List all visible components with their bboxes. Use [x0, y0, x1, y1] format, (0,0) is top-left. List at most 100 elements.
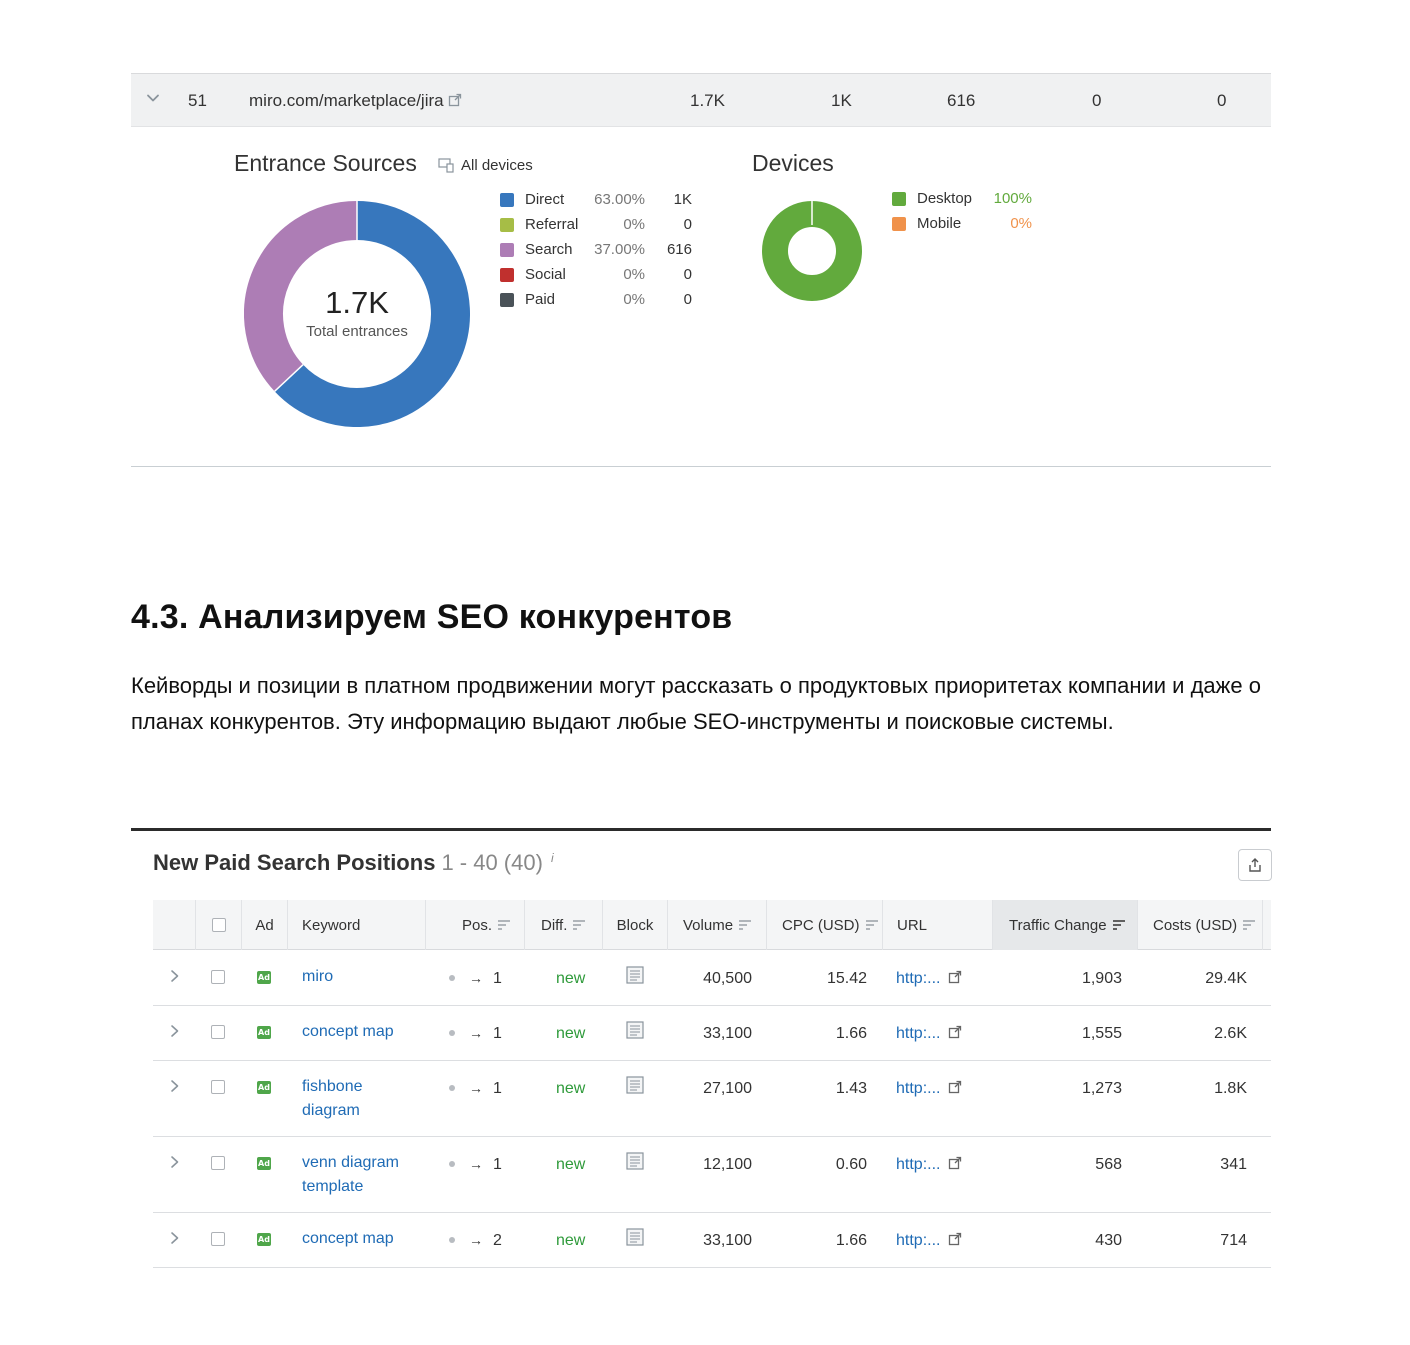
th-expand: [153, 900, 196, 950]
diff-badge: new: [556, 1025, 586, 1042]
ad-icon[interactable]: Ad: [257, 1157, 271, 1170]
th-diff-label[interactable]: Diff.: [541, 916, 568, 934]
th-costs[interactable]: Costs (USD): [1138, 900, 1263, 950]
sort-icon[interactable]: [1243, 920, 1256, 930]
table-row[interactable]: Ad miro → 1 new 40,500 15.42 http:... 1,9…: [153, 951, 1271, 1006]
sort-desc-icon[interactable]: [1112, 920, 1125, 930]
keyword-link[interactable]: concept map: [302, 1230, 394, 1247]
devices-legend: Desktop 100% Mobile 0%: [892, 189, 1042, 239]
th-volume-label[interactable]: Volume: [683, 916, 734, 934]
th-volume[interactable]: Volume: [668, 900, 767, 950]
external-link-icon[interactable]: [948, 1232, 962, 1246]
table-range: 1 - 40 (40): [441, 850, 543, 875]
sort-icon[interactable]: [865, 920, 878, 930]
costs-value: 341: [1220, 1156, 1247, 1173]
legend-value: 0: [683, 291, 692, 308]
legend-percent: 63.00%: [594, 191, 645, 208]
cpc-value: 0.60: [835, 1156, 867, 1173]
legend-value: 0: [683, 266, 692, 283]
serp-block-icon[interactable]: [626, 1152, 644, 1170]
serp-block-icon[interactable]: [626, 1228, 644, 1246]
external-link-icon[interactable]: [948, 1025, 962, 1039]
th-diff[interactable]: Diff.: [525, 900, 603, 950]
chevron-right-icon[interactable]: [169, 969, 181, 983]
chevron-right-icon[interactable]: [169, 1155, 181, 1169]
ad-icon[interactable]: Ad: [257, 1233, 271, 1246]
th-traffic-change-label[interactable]: Traffic Change: [1009, 916, 1107, 934]
table-row[interactable]: Ad concept map → 1 new 33,100 1.66 http:.…: [153, 1006, 1271, 1061]
export-button[interactable]: [1238, 849, 1272, 881]
chevron-down-icon[interactable]: [145, 90, 161, 106]
expanded-page-row[interactable]: 51 miro.com/marketplace/jira 1.7K 1K 616…: [131, 73, 1271, 127]
traffic-change-value: 1,273: [1081, 1080, 1122, 1097]
page-url-text[interactable]: miro.com/marketplace/jira: [249, 91, 444, 110]
external-link-icon[interactable]: [448, 93, 462, 107]
url-cell[interactable]: http:...: [896, 1232, 962, 1250]
volume-value: 33,100: [703, 1025, 752, 1042]
ad-icon[interactable]: Ad: [257, 1081, 271, 1094]
serp-block-icon[interactable]: [626, 1076, 644, 1094]
ad-icon[interactable]: Ad: [257, 1026, 271, 1039]
metric-direct: 1K: [831, 91, 852, 110]
table-top-border: [131, 828, 1271, 831]
external-link-icon[interactable]: [948, 1080, 962, 1094]
serp-block-icon[interactable]: [626, 1021, 644, 1039]
table-row[interactable]: Ad venn diagram template → 1 new 12,100 0…: [153, 1137, 1271, 1213]
chevron-right-icon[interactable]: [169, 1079, 181, 1093]
keyword-link[interactable]: concept map: [302, 1023, 394, 1040]
serp-block-icon[interactable]: [626, 966, 644, 984]
device-filter[interactable]: All devices: [438, 157, 533, 174]
page-url[interactable]: miro.com/marketplace/jira: [249, 91, 462, 111]
external-link-icon[interactable]: [948, 970, 962, 984]
url-link[interactable]: http:...: [896, 1025, 941, 1042]
url-link[interactable]: http:...: [896, 1232, 941, 1249]
row-checkbox[interactable]: [211, 1080, 225, 1094]
select-all-checkbox[interactable]: [211, 918, 226, 932]
th-cpc[interactable]: CPC (USD): [767, 900, 883, 950]
th-traffic-change[interactable]: Traffic Change: [993, 900, 1138, 950]
prev-position-dot: [449, 1085, 455, 1091]
ad-icon[interactable]: Ad: [257, 971, 271, 984]
th-select: [196, 900, 242, 950]
row-checkbox[interactable]: [211, 1156, 225, 1170]
url-cell[interactable]: http:...: [896, 970, 962, 988]
total-entrances-label: Total entrances: [306, 323, 408, 340]
legend-row-referral: Referral 0% 0: [500, 215, 700, 240]
url-link[interactable]: http:...: [896, 1156, 941, 1173]
traffic-change-value: 568: [1095, 1156, 1122, 1173]
chevron-right-icon[interactable]: [169, 1024, 181, 1038]
row-checkbox[interactable]: [211, 1232, 225, 1246]
legend-label: Social: [525, 266, 566, 283]
url-cell[interactable]: http:...: [896, 1156, 962, 1174]
info-icon[interactable]: i: [550, 850, 554, 865]
th-costs-label[interactable]: Costs (USD): [1153, 916, 1238, 934]
external-link-icon[interactable]: [948, 1156, 962, 1170]
sort-icon[interactable]: [739, 920, 752, 930]
sort-icon[interactable]: [498, 920, 510, 930]
position-cell: → 1: [449, 1156, 502, 1174]
keyword-link[interactable]: miro: [302, 968, 334, 985]
chevron-right-icon[interactable]: [169, 1231, 181, 1245]
sort-icon[interactable]: [573, 920, 586, 930]
th-pos-label[interactable]: Pos.: [461, 916, 492, 934]
legend-percent: 0%: [1010, 215, 1032, 232]
table-title-text: New Paid Search Positions: [153, 850, 436, 875]
keyword-link[interactable]: fishbone diagram: [302, 1078, 363, 1119]
device-filter-label[interactable]: All devices: [461, 157, 533, 174]
th-cpc-label[interactable]: CPC (USD): [782, 916, 860, 934]
arrow-right-icon: →: [469, 1025, 483, 1041]
row-checkbox[interactable]: [211, 1025, 225, 1039]
table-row[interactable]: Ad concept map → 2 new 33,100 1.66 http:.…: [153, 1213, 1271, 1268]
url-cell[interactable]: http:...: [896, 1080, 962, 1098]
url-cell[interactable]: http:...: [896, 1025, 962, 1043]
row-checkbox[interactable]: [211, 970, 225, 984]
diff-badge: new: [556, 1156, 586, 1173]
table-header: Ad Keyword Pos. Diff. Block Volume CPC (…: [153, 900, 1271, 950]
url-link[interactable]: http:...: [896, 970, 941, 987]
keyword-link[interactable]: venn diagram template: [302, 1154, 399, 1195]
th-pos[interactable]: Pos.: [426, 900, 525, 950]
cpc-value: 1.43: [835, 1080, 867, 1097]
url-link[interactable]: http:...: [896, 1080, 941, 1097]
table-row[interactable]: Ad fishbone diagram → 1 new 27,100 1.43 h…: [153, 1061, 1271, 1137]
legend-row-desktop: Desktop 100%: [892, 189, 1042, 214]
